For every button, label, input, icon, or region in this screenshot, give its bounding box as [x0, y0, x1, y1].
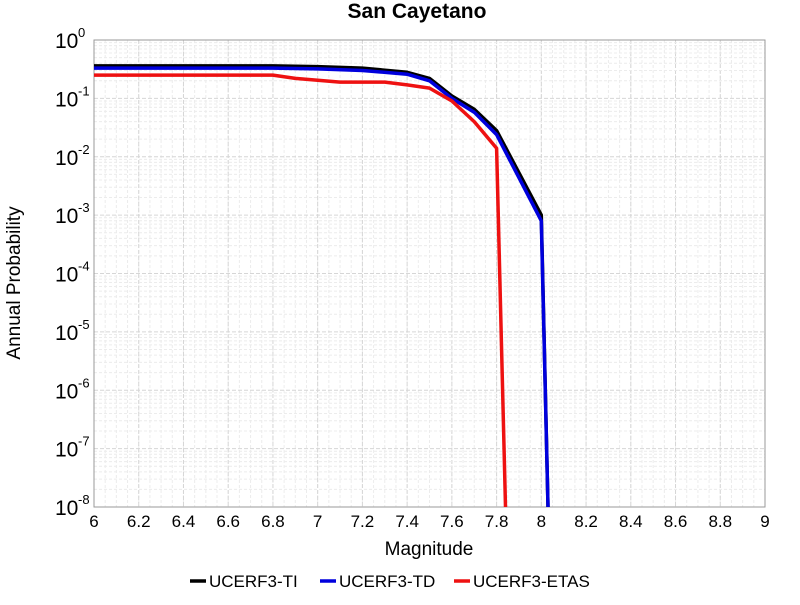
- x-tick-label: 9: [760, 512, 769, 531]
- x-tick-label: 8.6: [664, 512, 688, 531]
- grid-layer: [93, 39, 766, 508]
- y-tick-exponent: -4: [78, 259, 90, 274]
- series-layer: [94, 64, 550, 508]
- y-tick-label: 10: [55, 497, 78, 520]
- chart-title: San Cayetano: [348, 0, 487, 23]
- y-tick-exponent: -1: [78, 83, 90, 98]
- series-line-3: [94, 73, 508, 508]
- x-tick-label: 6.2: [127, 512, 151, 531]
- legend-label: UCERF3-TD: [339, 572, 435, 591]
- legend: UCERF3-TI UCERF3-TD UCERF3-ETAS: [190, 572, 590, 591]
- series-line-1: [94, 64, 550, 508]
- x-tick-label: 8.8: [708, 512, 732, 531]
- x-axis-label: Magnitude: [385, 539, 474, 560]
- x-tick-label: 8.4: [619, 512, 643, 531]
- y-axis-label: Annual Probability: [4, 206, 25, 360]
- y-tick-exponent: -8: [78, 492, 90, 507]
- x-tick-label: 8: [537, 512, 546, 531]
- y-tick-exponent: -3: [78, 200, 90, 215]
- y-tick-label: 10: [55, 439, 78, 462]
- x-tick-label: 6: [89, 512, 98, 531]
- y-tick-label: 10: [55, 147, 78, 170]
- y-tick-label: 10: [55, 380, 78, 403]
- legend-label: UCERF3-TI: [209, 572, 298, 591]
- y-tick-exponent: -7: [78, 434, 90, 449]
- legend-label: UCERF3-ETAS: [473, 572, 590, 591]
- y-tick-label: 10: [55, 88, 78, 111]
- y-tick-label: 10: [55, 30, 78, 53]
- x-tick-label: 7.2: [351, 512, 375, 531]
- y-tick-exponent: -6: [78, 375, 90, 390]
- x-tick-label: 6.4: [172, 512, 196, 531]
- x-tick-label: 7.8: [485, 512, 509, 531]
- y-tick-exponent: 0: [78, 25, 85, 40]
- series-line-2: [94, 66, 550, 508]
- x-tick-label: 6.8: [261, 512, 285, 531]
- x-tick-label: 7.6: [440, 512, 464, 531]
- y-tick-label: 10: [55, 264, 78, 287]
- y-tick-exponent: -5: [78, 317, 90, 332]
- x-tick-label: 7.4: [395, 512, 419, 531]
- x-tick-label: 8.2: [574, 512, 598, 531]
- y-tick-exponent: -2: [78, 142, 90, 157]
- plot-frame: [93, 39, 766, 508]
- x-tick-label: 7: [313, 512, 322, 531]
- x-tick-labels: 6 6.2 6.4 6.6 6.8 7 7.2 7.4 7.6 7.8 8 8.2 8.4 8.6 8.8 9: [89, 512, 769, 531]
- x-tick-label: 6.6: [216, 512, 240, 531]
- y-tick-label: 10: [55, 205, 78, 228]
- y-tick-label: 10: [55, 322, 78, 345]
